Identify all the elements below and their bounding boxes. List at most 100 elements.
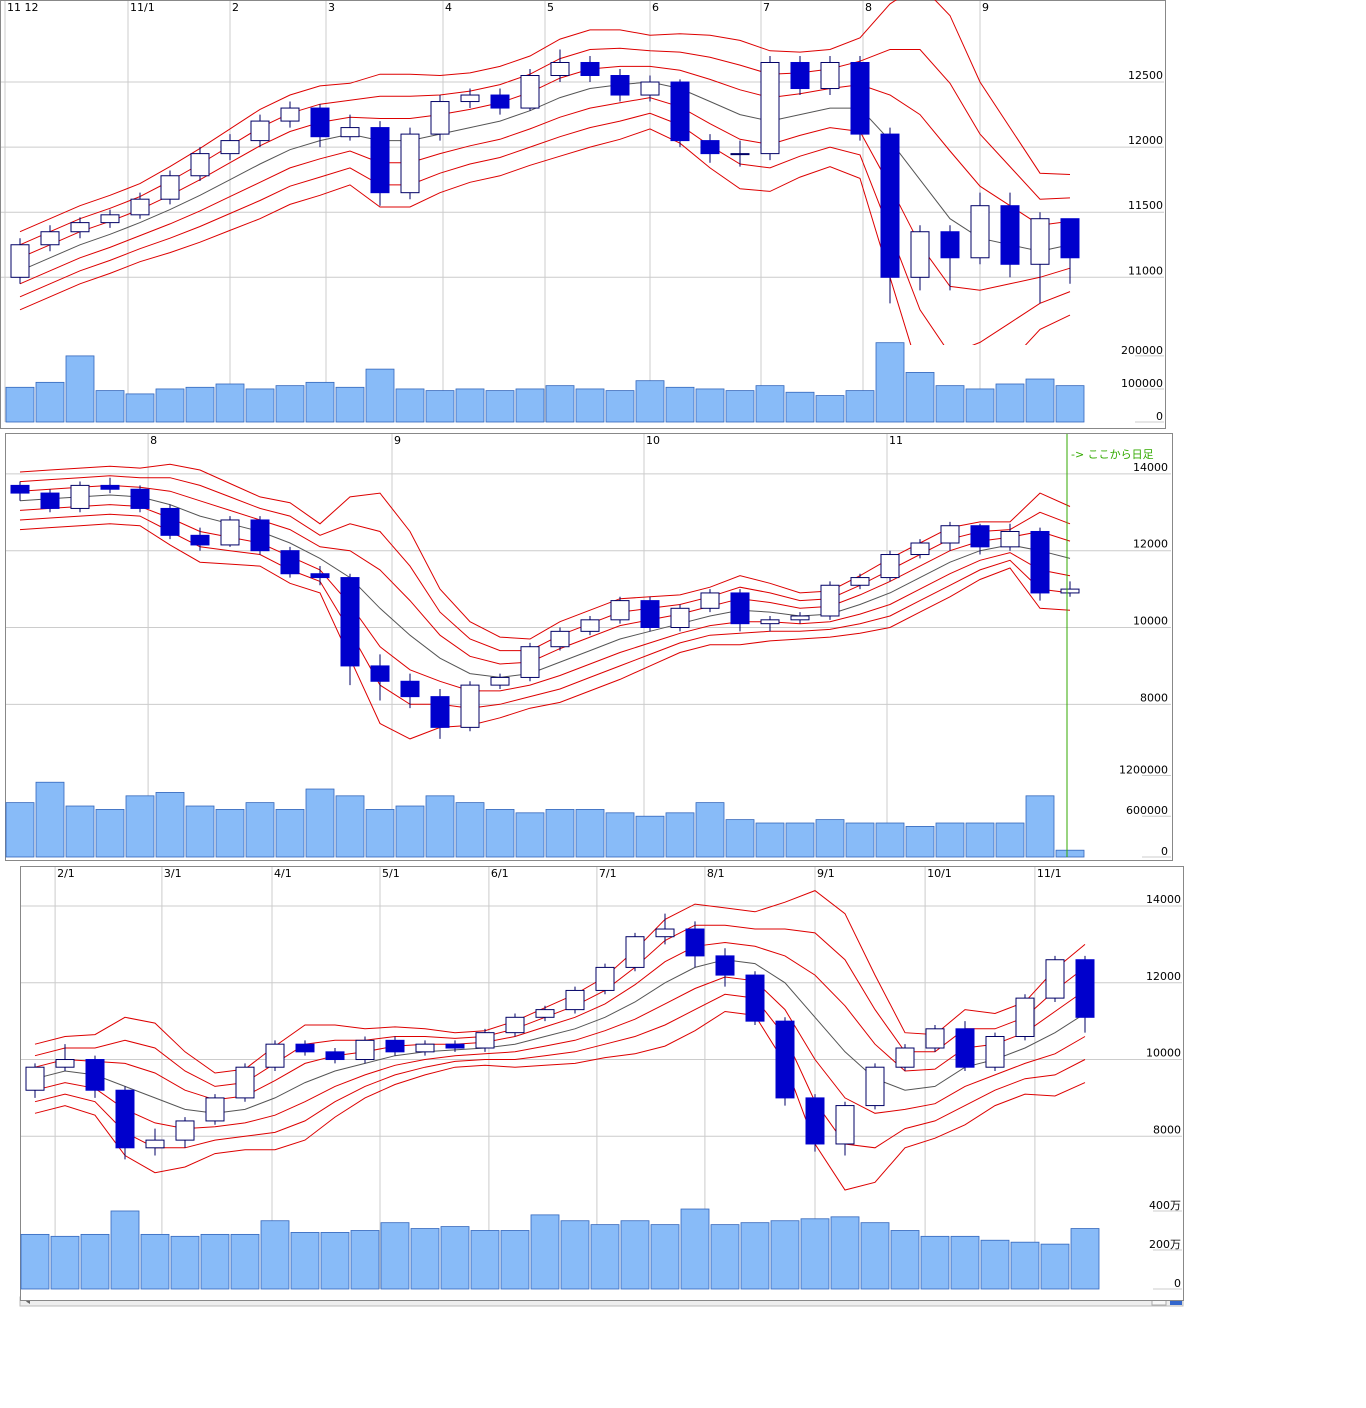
y-tick-label: 12000 [1128,134,1163,147]
bollinger-band [19,484,1071,665]
scroll-right-button[interactable] [1170,1298,1182,1305]
candle-body [295,1043,315,1053]
candle-body [280,550,300,575]
volume-bar [965,388,995,423]
candle-body [1015,997,1035,1037]
candle-body [985,1035,1005,1068]
candle-body [520,646,540,678]
candle-body [970,205,990,259]
x-tick-label: 9/1 [817,867,835,880]
candle-body [415,1043,435,1053]
volume-bar [410,1228,440,1290]
candle-body [490,676,510,686]
candle-body [940,231,960,259]
candle-body [580,619,600,632]
volume-bar [545,385,575,423]
x-tick-label: 8/1 [707,867,725,880]
volume-bar [500,1230,530,1290]
volume-bar [845,822,875,858]
volume-bar [965,822,995,858]
volume-bar [620,1220,650,1290]
volume-bar [575,809,605,858]
candle-body [565,989,585,1011]
bollinger-band [19,128,1071,345]
candle-body [220,519,240,546]
volume-bar [275,385,305,423]
candle-body [310,573,330,579]
bollinger-band [34,976,1086,1130]
candle-body [355,1039,375,1061]
candle-body [40,231,60,246]
volume-bar [155,792,185,858]
candle-body [70,222,90,233]
volume-bar [35,381,65,423]
candle-body [445,1043,465,1049]
y-tick-label: 12500 [1128,69,1163,82]
candle-body [940,525,960,544]
volume-tick-label: 200万 [1149,1238,1181,1251]
volume-bar [935,822,965,858]
x-tick-label: 9 [394,434,401,447]
volume-bar [35,781,65,858]
candle-body [550,61,570,77]
candle-body [85,1059,105,1091]
candle-body [685,928,705,957]
volume-bar [800,1218,830,1290]
volume-bar [830,1216,860,1290]
volume-bar [950,1235,980,1290]
panel: 8 9 10 11 8000 10000 12000 14000 0 600000 1200000 -… [5,433,1173,861]
y-tick-label: 8000 [1140,691,1168,704]
candle-body [430,696,450,728]
candle-body [610,600,630,621]
volume-bar [215,383,245,423]
volume-bar [575,388,605,423]
candle-body [265,1043,285,1068]
volume-bar [1025,378,1055,423]
volume-bar [230,1233,260,1290]
volume-bar [50,1235,80,1290]
volume-tick-label: 0 [1161,845,1168,858]
annotation-text: -> ここから日足 [1071,448,1154,461]
volume-bar [65,805,95,858]
x-tick-label: 10 [646,434,660,447]
volume-bar [980,1239,1010,1290]
volume-bar [185,386,215,423]
volume-bar [395,805,425,858]
volume-bar [1070,1228,1100,1290]
volume-bar [740,1222,770,1290]
volume-bar [935,385,965,423]
volume-bar [710,1224,740,1290]
volume-bar [605,390,635,423]
volume-bar [305,788,335,858]
candle-body [25,1066,45,1091]
y-tick-label: 8000 [1153,1123,1181,1136]
volume-bar [140,1233,170,1290]
candle-body [55,1059,75,1068]
volume-bar [845,390,875,423]
candle-body [250,519,270,552]
bollinger-band [34,1010,1086,1191]
volume-bar [755,385,785,423]
volume-bar [440,1226,470,1290]
x-tick-label: 8 [150,434,157,447]
volume-bar [5,386,35,423]
candle-body [1075,959,1095,1018]
y-tick-label: 10000 [1133,615,1168,628]
x-tick-label: 11/1 [1037,867,1062,880]
candle-body [145,1139,165,1149]
bollinger-band [34,993,1086,1149]
volume-tick-label: 200000 [1121,344,1163,357]
panel: 11 12 11/1 2 3 4 5 6 7 8 9 11000 11500 12000 12500 0 10… [0,0,1166,429]
candle-body [160,175,180,200]
candle-body [250,120,270,142]
candle-body [175,1120,195,1141]
volume-bar [695,388,725,423]
candle-body [730,592,750,625]
volume-bar [890,1230,920,1290]
volume-bar [125,393,155,423]
volume-bar [335,795,365,858]
candle-body [655,928,675,938]
volume-bar [530,1214,560,1290]
volume-bar [635,380,665,423]
candle-body [1000,530,1020,548]
